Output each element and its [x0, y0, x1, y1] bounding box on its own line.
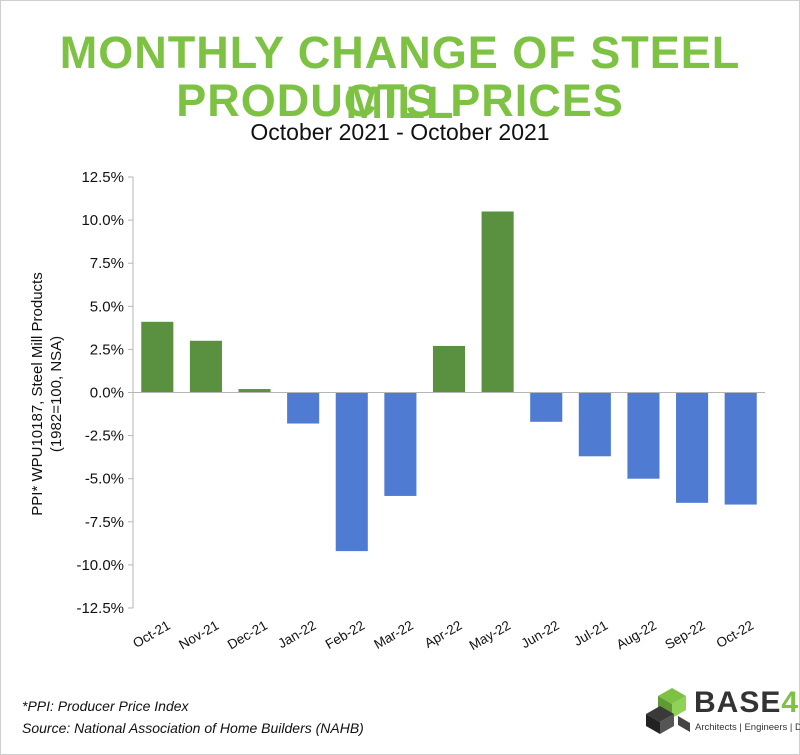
bar-jun-22 [530, 392, 563, 422]
x-tick-label: Oct-22 [714, 618, 757, 651]
y-tick-label: -10.0% [76, 557, 124, 574]
chart-title-line-2: PRODUCTS PRICES [176, 75, 624, 126]
chart-title-line-1: MONTHLY CHANGE OF STEEL MILL [59, 27, 741, 128]
bar-sep-22 [676, 392, 709, 503]
bar-jan-22 [287, 392, 320, 424]
x-tick-label: Dec-21 [225, 618, 270, 653]
footnote-ppi: *PPI: Producer Price Index [22, 698, 189, 714]
x-tick-label: Oct-21 [130, 618, 173, 651]
x-tick-label: Jun-22 [518, 618, 561, 652]
x-tick-label: Jul-21 [571, 618, 610, 649]
chart-subtitle: October 2021 - October 2021 [250, 119, 550, 145]
y-tick-label: 2.5% [90, 341, 124, 358]
logo-tagline: Architects | Engineers | Designers [695, 722, 800, 733]
bar-oct-22 [724, 392, 757, 505]
logo-word-base: BASE [694, 686, 782, 719]
y-tick-label: -5.0% [85, 471, 124, 488]
x-tick-label: Aug-22 [614, 618, 659, 653]
bar-may-22 [481, 211, 514, 393]
x-tick-label: Nov-21 [176, 618, 221, 653]
y-tick-label: 10.0% [81, 212, 124, 229]
footnote-source: Source: National Association of Home Bui… [22, 720, 364, 736]
y-tick-label: -7.5% [85, 514, 124, 531]
bar-chart: 12.5% 10.0% 7.5% 5.0% 2.5% 0.0% -2.5% -5.0% -7.5… [76, 169, 765, 653]
base4-logo: BASE4 Architects | Engineers | Designers [646, 686, 800, 742]
y-tick-label: 7.5% [90, 255, 124, 272]
x-tick-label: Apr-22 [422, 618, 465, 651]
base4-cube-icon [646, 688, 690, 734]
y-tick-label: 0.0% [90, 385, 124, 402]
bar-jul-21 [578, 392, 611, 457]
x-tick-label: Jan-22 [275, 618, 318, 652]
bar-feb-22 [335, 392, 368, 552]
logo-wordmark: BASE4 [694, 686, 799, 720]
bar-nov-21 [189, 340, 222, 393]
bar-aug-22 [627, 392, 660, 479]
y-tick-label: -2.5% [85, 428, 124, 445]
x-tick-label: Feb-22 [323, 618, 368, 652]
y-tick-label: 5.0% [90, 298, 124, 315]
bar-mar-22 [384, 392, 417, 496]
x-tick-label: Mar-22 [371, 618, 416, 652]
bar-oct-21 [141, 321, 174, 393]
bar-dec-21 [238, 389, 271, 393]
x-tick-label: May-22 [467, 618, 513, 653]
y-tick-label: 12.5% [81, 169, 124, 186]
logo-word-four: 4 [781, 686, 800, 719]
x-tick-label: Sep-22 [662, 618, 707, 653]
bar-apr-22 [432, 345, 466, 393]
y-tick-label: -12.5% [76, 600, 124, 617]
